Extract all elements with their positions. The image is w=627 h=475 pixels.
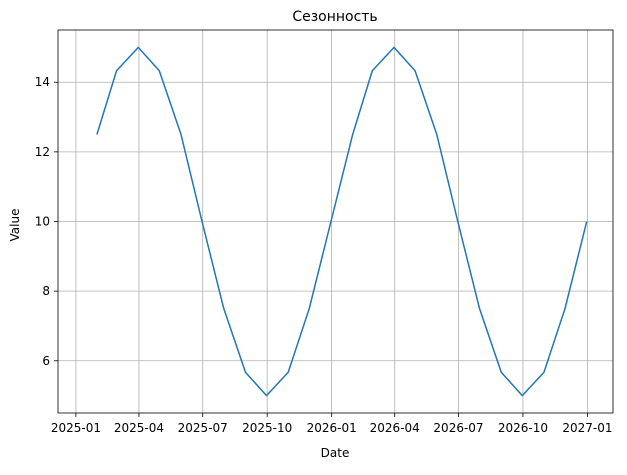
x-tick-label: 2027-01 xyxy=(562,421,612,435)
y-tick-label: 6 xyxy=(42,354,50,368)
x-tick-label: 2025-10 xyxy=(242,421,292,435)
y-tick-label: 10 xyxy=(35,215,50,229)
y-tick-label: 8 xyxy=(42,284,50,298)
x-tick-label: 2025-04 xyxy=(114,421,164,435)
grid xyxy=(58,30,613,413)
y-tick-label: 12 xyxy=(35,145,50,159)
y-axis: 6 8 10 12 14 xyxy=(35,75,58,368)
x-tick-label: 2025-01 xyxy=(51,421,101,435)
chart-title: Сезонность xyxy=(292,9,377,25)
y-axis-label: Value xyxy=(8,209,22,242)
x-tick-label: 2026-04 xyxy=(370,421,420,435)
y-tick-label: 14 xyxy=(35,75,50,89)
x-axis-label: Date xyxy=(321,446,350,460)
x-tick-label: 2026-10 xyxy=(498,421,548,435)
x-tick-label: 2026-01 xyxy=(307,421,357,435)
x-tick-label: 2025-07 xyxy=(178,421,228,435)
x-axis: 2025-01 2025-04 2025-07 2025-10 2026-01 2026-… xyxy=(51,413,613,435)
x-tick-label: 2026-07 xyxy=(433,421,483,435)
